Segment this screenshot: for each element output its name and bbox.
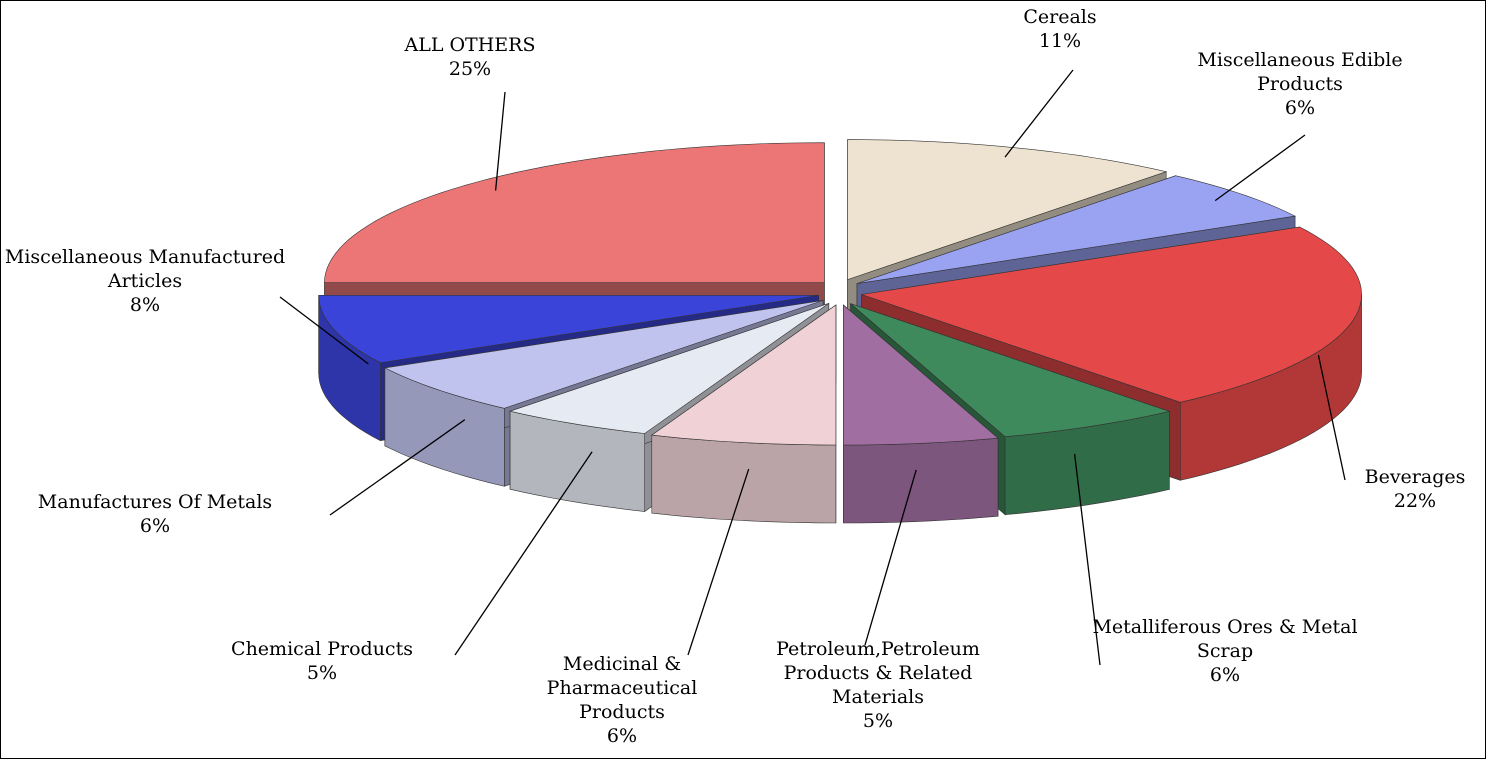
slice	[861, 226, 1362, 403]
slice-label: Miscellaneous Manufactured Articles 8%	[0, 245, 290, 317]
leader-line	[1004, 69, 1074, 158]
category-name: Miscellaneous Manufactured Articles	[4, 246, 286, 292]
leader-line	[1317, 354, 1346, 481]
leader-line	[864, 469, 917, 646]
value-label: 5%	[306, 662, 338, 684]
value-label: 6%	[139, 515, 171, 537]
slice-wall	[651, 434, 837, 524]
value-label: 6%	[1209, 664, 1241, 686]
leader-line	[279, 296, 369, 365]
leader-line	[1214, 134, 1306, 202]
category-name: Medicinal & Pharmaceutical Products	[546, 653, 698, 723]
category-name: Manufactures Of Metals	[37, 491, 273, 513]
slice-label: ALL OTHERS 25%	[370, 33, 570, 81]
slice	[847, 139, 1168, 281]
slice-label: Beverages 22%	[1350, 465, 1480, 513]
slice-label: Petroleum,Petroleum Products & Related M…	[743, 637, 1013, 733]
value-label: 8%	[129, 294, 161, 316]
slice	[324, 142, 825, 283]
slice	[508, 303, 829, 434]
value-label: 25%	[448, 58, 492, 80]
value-label: 5%	[862, 710, 894, 732]
slice	[850, 303, 1171, 438]
leader-line	[1073, 453, 1101, 666]
leader-line	[494, 91, 506, 191]
category-name: Cereals	[1023, 6, 1097, 28]
slice-label: Miscellaneous Edible Products 6%	[1190, 48, 1410, 120]
leader-line	[687, 468, 750, 656]
slice	[318, 295, 819, 364]
slice	[650, 304, 837, 446]
slice-label: Chemical Products 5%	[192, 637, 452, 685]
slice-label: Medicinal & Pharmaceutical Products 6%	[537, 652, 707, 748]
slice-label: Metalliferous Ores & Metal Scrap 6%	[1090, 615, 1360, 687]
value-label: 22%	[1393, 490, 1437, 512]
category-name: Miscellaneous Edible Products	[1197, 49, 1403, 95]
category-name: Petroleum,Petroleum Products & Related M…	[776, 638, 980, 708]
slice	[383, 300, 824, 409]
slice	[843, 304, 999, 446]
leader-line	[329, 419, 466, 516]
value-label: 11%	[1038, 30, 1082, 52]
slice-label: Manufactures Of Metals 6%	[0, 490, 310, 538]
category-name: Chemical Products	[231, 638, 413, 660]
leader-line	[454, 451, 593, 656]
category-name: Beverages	[1364, 466, 1466, 488]
value-label: 6%	[1284, 97, 1316, 119]
value-label: 6%	[606, 725, 638, 747]
slice-label: Cereals 11%	[1000, 5, 1120, 53]
slice-wall	[843, 437, 999, 524]
category-name: Metalliferous Ores & Metal Scrap	[1092, 616, 1358, 662]
slice	[856, 175, 1297, 284]
category-name: ALL OTHERS	[404, 34, 536, 56]
